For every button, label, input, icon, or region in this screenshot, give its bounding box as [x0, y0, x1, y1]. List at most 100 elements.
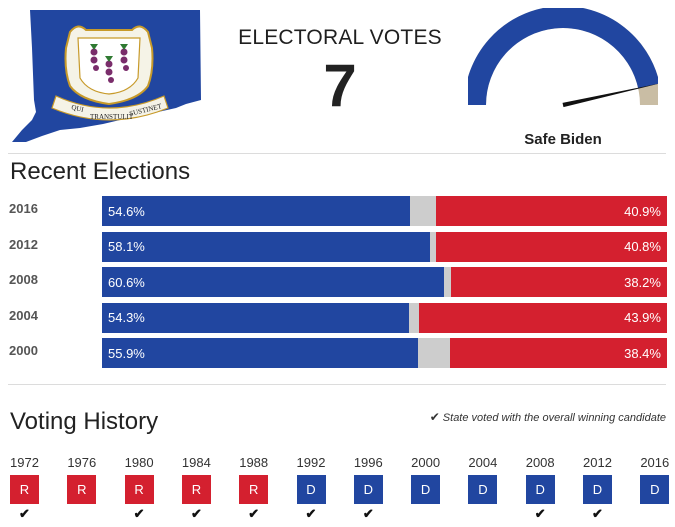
history-item: 2004 D — [454, 455, 511, 522]
rating-gauge — [468, 8, 658, 108]
history-item: 1988 R ✔ — [225, 455, 282, 522]
history-year: 1972 — [10, 455, 39, 470]
rep-share: 40.8% — [436, 231, 667, 262]
winner-checkmark-icon: ✔ — [305, 506, 317, 521]
history-year: 1984 — [181, 455, 211, 470]
history-year: 2000 — [411, 455, 441, 470]
election-year: 2016 — [9, 201, 38, 216]
rep-share: 40.9% — [435, 196, 667, 226]
party-badge: D — [583, 475, 612, 504]
result-bar: 60.6% 38.2% — [102, 267, 667, 297]
legend-text: State voted with the overall winning can… — [442, 412, 666, 424]
result-bar: 54.6% 40.9% — [102, 196, 667, 226]
history-item: 1992 D ✔ — [283, 455, 340, 522]
history-item: 1972 R ✔ — [0, 455, 53, 522]
other-share — [417, 338, 451, 368]
result-bar: 58.1% 40.8% — [102, 231, 667, 262]
history-item: 1980 R ✔ — [111, 455, 168, 522]
history-year: 1980 — [124, 455, 154, 470]
electoral-votes: ELECTORAL VOTES 7 — [230, 26, 450, 122]
recent-elections-list: 2016 54.6% 40.9% 2012 58.1% 40.8% 2008 6… — [0, 196, 675, 374]
party-badge: R — [239, 475, 269, 504]
voting-history-title: Voting History — [10, 408, 159, 435]
dem-share: 60.6% — [102, 267, 445, 297]
winner-checkmark-icon — [53, 506, 110, 522]
winner-checkmark-icon: ✔ — [592, 506, 603, 521]
history-year: 1992 — [296, 455, 326, 470]
state-header: QUI TRANSTULIT SUSTINET ELECTORAL VOTES … — [0, 0, 675, 150]
history-year: 1996 — [353, 455, 383, 470]
legend-note: ✔ State voted with the overall winning ca… — [430, 410, 666, 424]
election-row: 2008 60.6% 38.2% — [0, 267, 675, 303]
history-year: 2012 — [583, 455, 612, 470]
checkmark-icon: ✔ — [429, 410, 440, 424]
other-share — [408, 302, 419, 333]
motto-banner-center: TRANSTULIT — [90, 113, 134, 121]
winner-checkmark-icon: ✔ — [133, 506, 145, 521]
history-year: 2004 — [468, 455, 498, 470]
motto-banner-left: QUI — [71, 103, 86, 114]
election-year: 2004 — [9, 307, 38, 323]
gauge-fill — [468, 8, 658, 106]
other-share — [444, 267, 452, 297]
party-badge: D — [411, 475, 441, 504]
winner-checkmark-icon: ✔ — [362, 506, 374, 521]
divider — [8, 153, 666, 154]
grapevine-icon — [90, 48, 129, 83]
history-year: 1976 — [67, 455, 97, 470]
election-year: 2008 — [9, 272, 38, 287]
motto-banner — [51, 95, 169, 121]
history-item: 2008 D ✔ — [512, 455, 569, 522]
election-row: 2004 54.3% 43.9% — [0, 302, 675, 339]
winner-checkmark-icon: ✔ — [190, 506, 202, 521]
connecticut-flag-map: QUI TRANSTULIT SUSTINET — [12, 10, 201, 142]
winner-checkmark-icon: ✔ — [19, 506, 30, 521]
winner-checkmark-icon: ✔ — [534, 506, 546, 521]
dem-share: 58.1% — [102, 231, 431, 262]
history-item: 1984 R ✔ — [168, 455, 225, 522]
voting-history-list: 1972 R ✔ 1976 R 1980 R ✔ 1984 R ✔ 1988 R ✔ 1992 D ✔ 1996 D… — [0, 455, 675, 527]
recent-elections-title: Recent Elections — [10, 158, 191, 185]
rating-label: Safe Biden — [524, 131, 602, 148]
election-row: 2000 55.9% 38.4% — [0, 338, 675, 374]
other-share — [410, 196, 436, 226]
party-badge: R — [67, 475, 97, 504]
rep-share: 38.4% — [450, 338, 667, 368]
election-year: 2000 — [9, 343, 38, 358]
party-badge: D — [640, 475, 670, 504]
winner-checkmark-icon — [397, 506, 454, 522]
history-item: 2016 D — [626, 455, 675, 522]
winner-checkmark-icon — [626, 506, 675, 522]
history-item: 2012 D ✔ — [569, 455, 626, 522]
party-badge: R — [124, 475, 154, 504]
party-badge: D — [525, 475, 555, 504]
dem-share: 54.6% — [102, 196, 411, 226]
electoral-votes-label: ELECTORAL VOTES — [238, 26, 442, 49]
history-year: 1988 — [239, 455, 269, 470]
gauge-needle — [562, 83, 658, 108]
party-badge: D — [296, 475, 326, 504]
history-item: 1976 R — [53, 455, 110, 522]
dem-share: 54.3% — [102, 302, 409, 333]
history-year: 2016 — [640, 455, 670, 470]
history-item: 2000 D — [397, 455, 454, 522]
winner-checkmark-icon: ✔ — [248, 506, 260, 521]
electoral-votes-count: 7 — [323, 52, 357, 119]
rep-share: 38.2% — [451, 267, 667, 297]
history-year: 2008 — [525, 455, 555, 470]
party-badge: D — [353, 475, 383, 504]
history-item: 1996 D ✔ — [340, 455, 397, 522]
election-row: 2016 54.6% 40.9% — [0, 196, 675, 232]
dem-share: 55.9% — [102, 338, 418, 368]
divider — [8, 384, 666, 385]
result-bar: 55.9% 38.4% — [102, 338, 667, 368]
result-bar: 54.3% 43.9% — [102, 302, 667, 333]
winner-checkmark-icon — [454, 506, 511, 522]
other-share — [430, 231, 437, 262]
party-badge: D — [468, 475, 498, 504]
election-row: 2012 58.1% 40.8% — [0, 231, 675, 268]
rep-share: 43.9% — [418, 302, 667, 333]
party-badge: R — [10, 475, 39, 504]
state-seal: QUI TRANSTULIT SUSTINET — [51, 25, 169, 121]
election-year: 2012 — [9, 236, 38, 252]
